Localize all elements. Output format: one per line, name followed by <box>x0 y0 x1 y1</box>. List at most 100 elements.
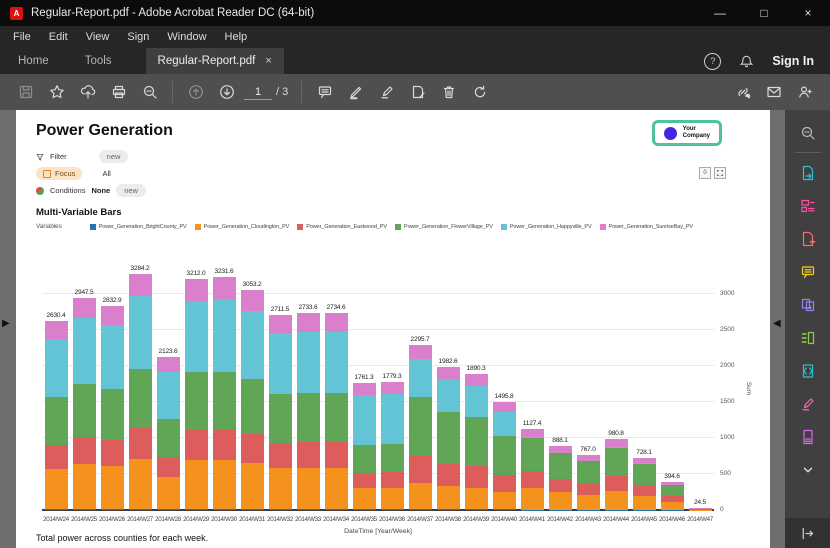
menu-edit[interactable]: Edit <box>48 31 68 43</box>
bar-segment <box>296 392 320 443</box>
bar-value-label: 1890.3 <box>466 364 486 372</box>
edit-pdf-button[interactable] <box>785 189 830 222</box>
close-button[interactable]: × <box>804 6 812 20</box>
bar-value-label: 1127.4 <box>522 419 542 427</box>
comment-button[interactable] <box>309 78 340 106</box>
bar-segment <box>548 479 572 493</box>
bar-segment <box>464 487 488 510</box>
x-axis-tick-label: 2014/W37 <box>407 516 433 523</box>
bar-segment <box>604 475 628 491</box>
bar-segment <box>156 357 180 372</box>
x-axis-tick-label: 2014/W42 <box>547 516 573 523</box>
page-number-input[interactable] <box>244 84 272 100</box>
favorite-button[interactable] <box>41 78 72 106</box>
comment-tool-button[interactable] <box>785 255 830 288</box>
previous-page-button <box>180 78 211 106</box>
rotate-button[interactable] <box>464 78 495 106</box>
toolbar-separator <box>301 81 303 103</box>
highlight-button[interactable] <box>340 78 371 106</box>
print-button[interactable] <box>103 78 134 106</box>
filter-new-badge: new <box>98 150 129 163</box>
open-left-pane-handle[interactable]: ▶ <box>2 318 10 329</box>
gridline <box>42 293 714 294</box>
bar-value-label: 2947.5 <box>74 288 94 296</box>
y-axis-tick-label: 2000 <box>720 362 735 369</box>
bar-value-label: 728.1 <box>636 448 652 456</box>
bar-segment <box>128 508 152 510</box>
export-pdf-button[interactable] <box>785 156 830 189</box>
bar-segment <box>660 496 684 503</box>
minimize-button[interactable]: — <box>714 6 726 20</box>
bar-value-label: 3284.2 <box>130 264 150 272</box>
bar-segment <box>44 320 68 339</box>
tab-close-icon[interactable]: × <box>265 55 272 67</box>
bar-segment <box>660 484 684 497</box>
bar-segment <box>408 358 432 397</box>
bell-icon[interactable] <box>739 54 754 69</box>
compress-pdf-button[interactable] <box>785 354 830 387</box>
chart-bar <box>576 454 600 510</box>
x-axis-tick-label: 2014/W34 <box>323 516 349 523</box>
search-tools-button[interactable] <box>785 116 830 149</box>
share-link-button[interactable] <box>727 78 758 106</box>
menu-help[interactable]: Help <box>224 31 248 43</box>
focus-chip: Focus <box>36 167 83 180</box>
bar-segment <box>436 367 460 380</box>
profile-add-button[interactable] <box>789 78 820 106</box>
create-pdf-button[interactable] <box>785 222 830 255</box>
bar-value-label: 1779.3 <box>382 372 402 380</box>
more-tools-chevron-down-icon[interactable] <box>785 453 830 486</box>
menu-sign[interactable]: Sign <box>127 31 150 43</box>
bar-segment <box>352 444 376 473</box>
bar-segment <box>408 509 432 510</box>
delete-button[interactable] <box>433 78 464 106</box>
menu-file[interactable]: File <box>13 31 31 43</box>
tab-document[interactable]: Regular-Report.pdf × <box>145 48 284 74</box>
tab-tools[interactable]: Tools <box>84 55 112 67</box>
bar-segment <box>184 278 208 301</box>
maximize-button[interactable]: □ <box>760 6 768 20</box>
email-button[interactable] <box>758 78 789 106</box>
gridline <box>42 365 714 366</box>
menu-view[interactable]: View <box>85 31 110 43</box>
bar-segment <box>72 508 96 510</box>
search-button[interactable] <box>134 78 165 106</box>
bar-segment <box>548 453 572 480</box>
bar-segment <box>632 463 656 464</box>
bar-segment <box>128 428 152 460</box>
help-icon[interactable]: ? <box>704 52 722 70</box>
bar-segment <box>184 508 208 510</box>
next-page-button[interactable] <box>211 78 242 106</box>
sign-in-button[interactable]: Sign In <box>772 54 814 68</box>
y-axis-tick-label: 3000 <box>720 290 735 297</box>
fill-and-sign-button[interactable] <box>785 387 830 420</box>
y-axis-tick-label: 0 <box>720 506 724 513</box>
bar-segment <box>436 412 460 464</box>
edit-page-button[interactable] <box>402 78 433 106</box>
bar-segment <box>380 472 404 488</box>
bar-segment <box>324 442 348 468</box>
organize-pages-button[interactable] <box>785 321 830 354</box>
bar-segment <box>44 338 68 398</box>
bar-value-label: 2733.6 <box>298 304 318 312</box>
bar-segment <box>212 299 236 372</box>
bar-segment <box>520 428 544 438</box>
y-axis-tick-label: 500 <box>720 470 731 477</box>
bar-segment <box>520 437 544 439</box>
fill-sign-button[interactable] <box>371 78 402 106</box>
tab-home[interactable]: Home <box>18 55 49 67</box>
bar-segment <box>380 381 404 395</box>
bar-segment <box>604 490 628 510</box>
more-tools-button[interactable] <box>785 420 830 453</box>
open-right-pane-handle[interactable]: ◀ <box>773 318 781 329</box>
report-title: Power Generation <box>36 122 173 139</box>
bar-value-label: 1495.8 <box>494 393 514 401</box>
bar-segment <box>408 482 432 510</box>
x-axis-tick-label: 2014/W36 <box>379 516 405 523</box>
bar-segment <box>268 333 292 394</box>
share-upload-button[interactable] <box>72 78 103 106</box>
combine-files-button[interactable] <box>785 288 830 321</box>
menu-window[interactable]: Window <box>167 31 207 43</box>
open-tools-pane-button[interactable] <box>785 518 830 548</box>
